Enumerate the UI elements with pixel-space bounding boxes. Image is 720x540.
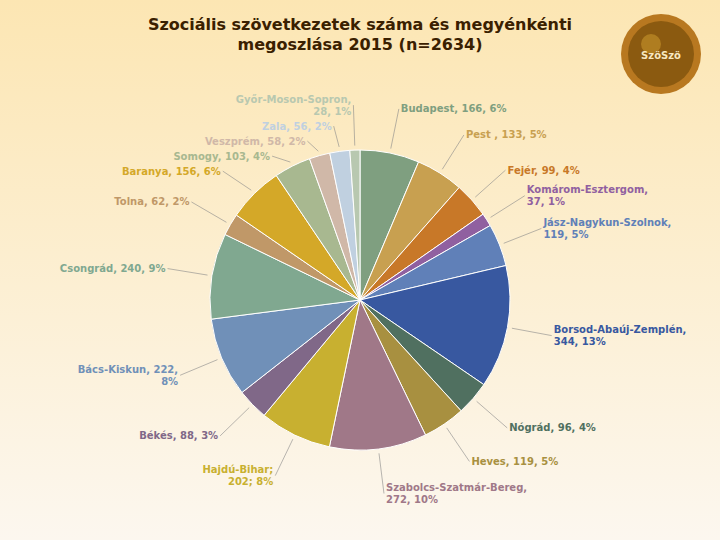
slice-label-line: Hajdú-Bihar; [202,464,273,475]
pie: Budapest, 166, 6% Pest , 133, 5% Fejér, 99… [60,94,687,505]
slice-label: Somogy, 103, 4% [173,151,270,162]
slice-label: Budapest, 166, 6% [401,103,507,114]
leader-line [272,156,290,162]
slice-label-line: 272, 10% [386,494,438,505]
background [0,0,720,540]
slice-label-line: Bács-Kiskun, 222, [78,364,178,375]
slice-label-line: Budapest, 166, 6% [401,103,507,114]
slice-label: Jász-Nagykun-Szolnok,119, 5% [542,217,671,240]
slice-label-line: Fejér, 99, 4% [507,165,579,176]
slice-label-line: Csongrád, 240, 9% [60,263,166,274]
slice-label: Békés, 88, 3% [139,430,218,441]
logo-outer [621,14,701,94]
slice-label: Heves, 119, 5% [471,456,558,467]
slice-label-line: Zala, 56, 2% [262,121,332,132]
slice-label: Szabolcs-Szatmár-Bereg,272, 10% [386,482,527,505]
leader-line [379,453,384,493]
logo-inner [628,21,694,87]
slice-label-line: 344, 13% [554,336,606,347]
leader-line [168,269,208,276]
leader-line [353,105,354,145]
leader-line [223,171,251,190]
slice-label-line: Nógrád, 96, 4% [509,422,596,433]
chart-title: Szociális szövetkezetek száma és megyénk… [148,15,572,54]
pie-slice [330,150,360,300]
slice-label: Nógrád, 96, 4% [509,422,596,433]
slice-label-line: Győr-Moson-Sopron, [236,94,352,105]
leader-line [180,360,217,376]
leader-line [442,135,464,169]
logo-text: SzöSzö [641,50,681,61]
slice-label-line: Borsod-Abaúj-Zemplén, [554,324,687,335]
slice-label-line: 8% [161,376,178,387]
logo-badge: SzöSzö [621,14,701,94]
chart-title-line: Szociális szövetkezetek száma és megyénk… [148,15,572,34]
slice-label: Hajdú-Bihar;202; 8% [202,464,273,487]
leader-line [334,126,339,147]
leader-line [275,439,293,475]
slice-label: Komárom-Esztergom,37, 1% [527,184,648,207]
slice-label-line: Pest , 133, 5% [466,129,547,140]
slice-label: Bács-Kiskun, 222,8% [78,364,178,387]
slice-label-line: Baranya, 156, 6% [122,166,221,177]
leader-line [220,408,249,436]
slice-label: Győr-Moson-Sopron,28, 1% [236,94,352,117]
pie-slice [350,150,360,300]
slice-label-line: 202; 8% [228,476,273,487]
slice-label-line: Somogy, 103, 4% [173,151,270,162]
slice-label: Borsod-Abaúj-Zemplén,344, 13% [554,324,687,347]
leader-line [307,141,318,151]
slice-label: Pest , 133, 5% [466,129,547,140]
leader-line [447,428,470,462]
slice-label-line: Heves, 119, 5% [471,456,558,467]
slice-label: Csongrád, 240, 9% [60,263,166,274]
slice-label-line: 28, 1% [313,106,351,117]
chart-title-line: megoszlása 2015 (n=2634) [237,35,482,54]
slice-label-line: Veszprém, 58, 2% [205,136,306,147]
leader-line [475,170,505,197]
slice-label-line: Tolna, 62, 2% [114,196,189,207]
slice-label: Baranya, 156, 6% [122,166,221,177]
slice-label-line: 37, 1% [527,196,565,207]
slice-label: Zala, 56, 2% [262,121,332,132]
slice-label-line: Jász-Nagykun-Szolnok, [542,217,671,228]
leader-line [504,228,542,243]
slice-label-line: 119, 5% [543,229,588,240]
slice-label-line: Békés, 88, 3% [139,430,218,441]
leader-line [491,196,525,218]
slice-label: Tolna, 62, 2% [114,196,189,207]
slice-label-line: Komárom-Esztergom, [527,184,648,195]
leader-line [391,109,399,149]
slice-label: Fejér, 99, 4% [507,165,579,176]
slice-label: Veszprém, 58, 2% [205,136,306,147]
chart: Budapest, 166, 6% Pest , 133, 5% Fejér, 99… [0,0,720,540]
leader-line [191,202,226,222]
slice-label-line: Szabolcs-Szatmár-Bereg, [386,482,527,493]
leader-line [477,401,508,428]
leader-line [512,328,552,335]
